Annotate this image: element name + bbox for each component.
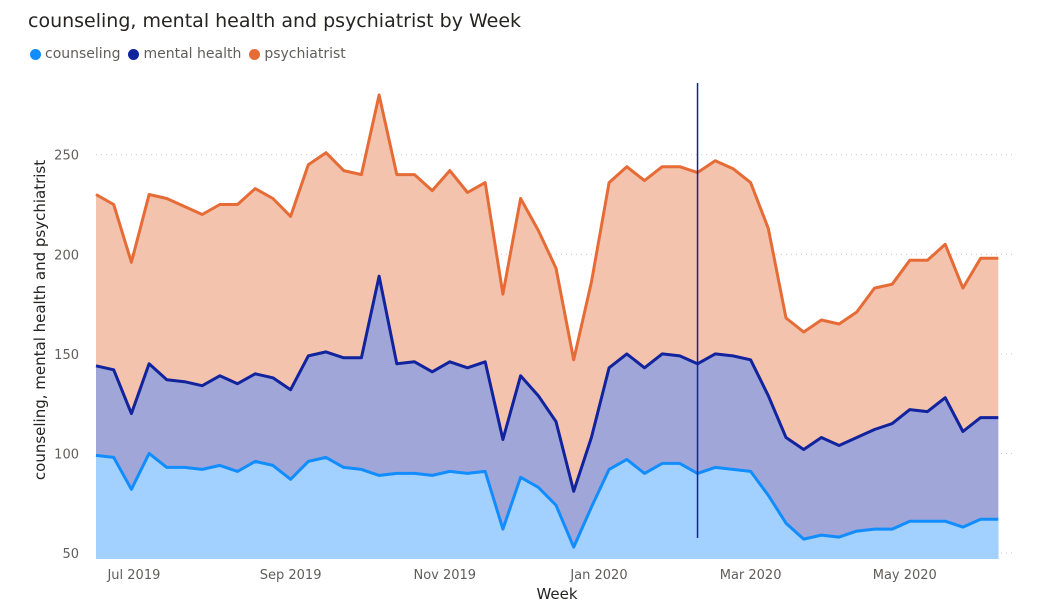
y-tick-label-250: 250 <box>54 149 79 164</box>
line-mental-health <box>95 274 999 493</box>
y-axis-title: counseling, mental health and psychiatri… <box>31 160 49 480</box>
legend-label-mental-health: mental health <box>143 46 242 62</box>
chart-title: counseling, mental health and psychiatri… <box>28 10 522 32</box>
x-tick-label-5: May 2020 <box>873 568 937 583</box>
x-tick-label-3: Jan 2020 <box>569 568 627 583</box>
legend-marker-counseling <box>30 48 41 60</box>
legend-marker-psychiatrist <box>249 48 261 60</box>
x-axis-ticks: Jul 2019 Sep 2019 Nov 2019 Jan 2020 Mar 2020… <box>106 568 936 583</box>
legend-marker-mental-health <box>128 48 140 60</box>
x-tick-label-4: Mar 2020 <box>720 568 782 583</box>
x-tick-label-1: Sep 2019 <box>260 568 322 583</box>
x-axis-title: Week <box>536 585 577 603</box>
x-tick-label-0: Jul 2019 <box>106 568 160 583</box>
series-areas <box>96 95 999 559</box>
y-axis-ticks: 50 100 150 200 250 <box>54 149 79 562</box>
line-counseling <box>95 451 999 549</box>
y-tick-label-150: 150 <box>54 348 79 363</box>
legend-item-counseling[interactable]: counseling <box>30 46 120 62</box>
area-counseling <box>96 453 999 559</box>
legend-item-mental-health[interactable]: mental health <box>128 46 241 62</box>
x-tick-label-2: Nov 2019 <box>413 568 476 583</box>
line-psychiatrist <box>95 93 999 362</box>
y-tick-label-200: 200 <box>54 248 79 263</box>
y-tick-label-50: 50 <box>62 547 79 562</box>
legend-label-counseling: counseling <box>45 46 121 62</box>
series-lines <box>95 93 999 549</box>
legend: counseling mental health psychiatrist <box>30 46 354 62</box>
y-tick-label-100: 100 <box>54 447 79 462</box>
legend-label-psychiatrist: psychiatrist <box>264 46 346 62</box>
legend-item-psychiatrist[interactable]: psychiatrist <box>249 46 346 62</box>
